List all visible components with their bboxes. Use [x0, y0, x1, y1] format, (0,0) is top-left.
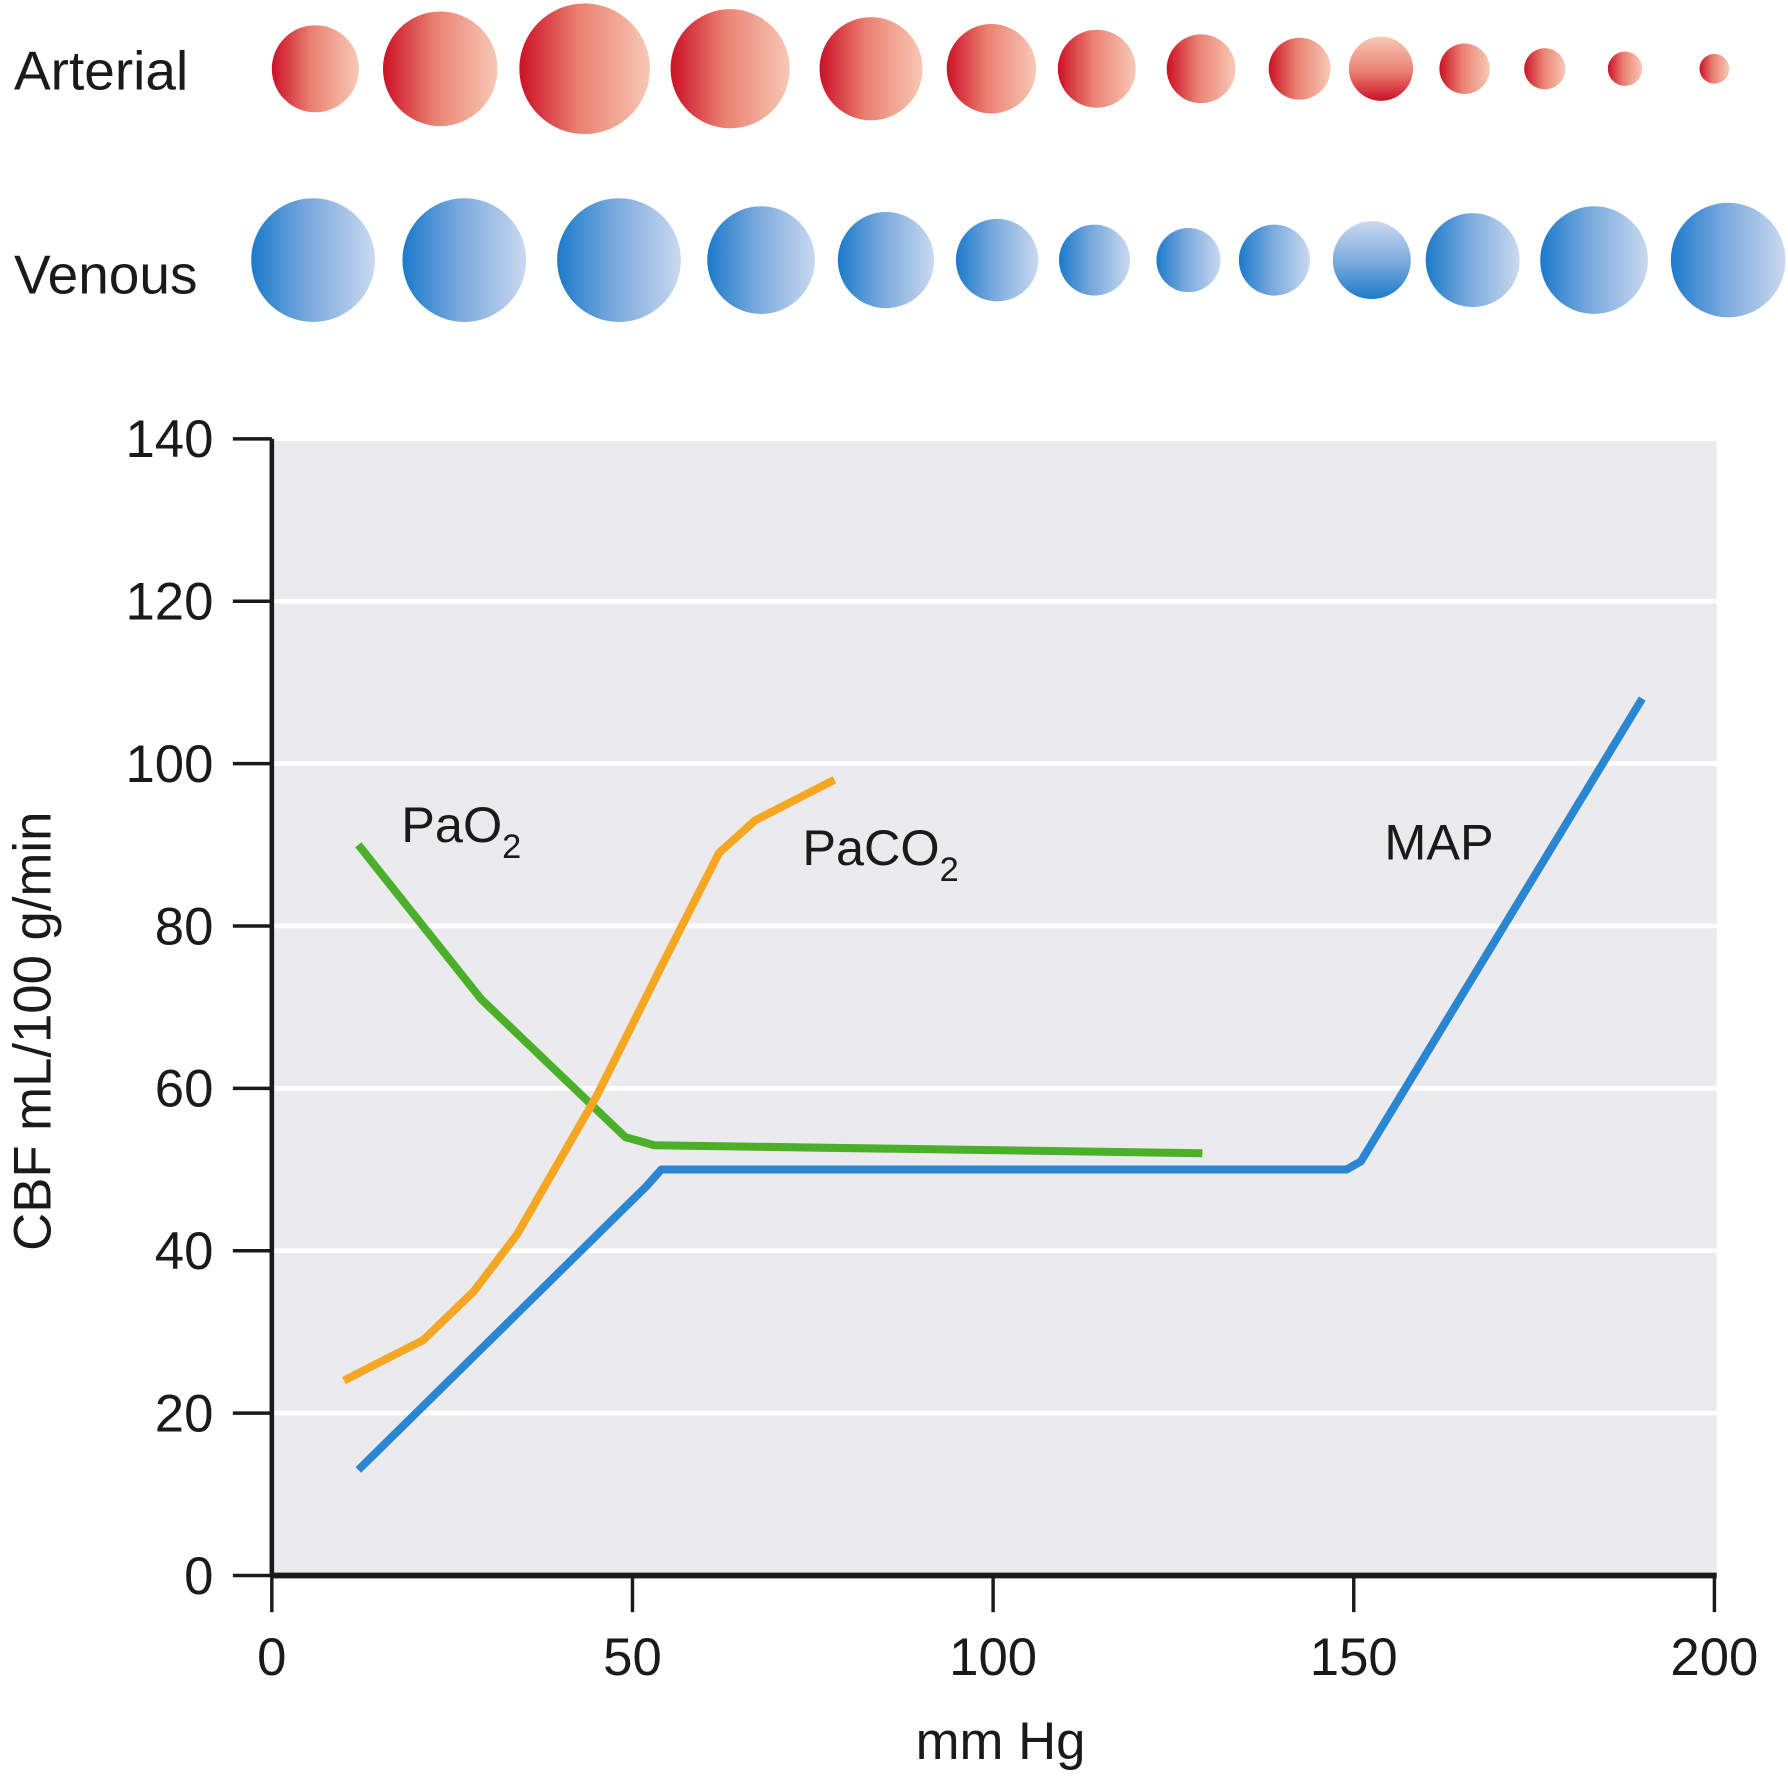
- vessel-diameter-illustration: [251, 3, 1786, 322]
- y-tick-label: 20: [155, 1384, 214, 1443]
- arterial-vessel-10: [1439, 43, 1490, 94]
- venous-label: Venous: [14, 243, 197, 305]
- x-tick-label: 150: [1310, 1628, 1398, 1687]
- x-tick-label: 100: [949, 1628, 1037, 1687]
- venous-vessel-1: [402, 198, 527, 322]
- series-label-paco2: PaCO2: [802, 819, 958, 889]
- arterial-vessel-1: [382, 11, 498, 127]
- venous-vessel-3: [707, 206, 815, 314]
- axes: [232, 437, 1717, 1613]
- venous-vessel-4: [837, 211, 935, 309]
- x-axis-label: mm Hg: [916, 1712, 1086, 1771]
- venous-vessel-7: [1156, 228, 1221, 293]
- arterial-vessel-6: [1057, 29, 1136, 108]
- x-tick-label: 200: [1670, 1628, 1758, 1687]
- venous-vessel-2: [557, 198, 681, 322]
- gridlines: [271, 436, 1717, 1416]
- x-tick-label: 0: [257, 1628, 286, 1687]
- y-tick-label: 60: [155, 1060, 214, 1119]
- arterial-vessel-5: [946, 24, 1037, 114]
- series-lines: [342, 696, 1646, 1473]
- y-tick-label: 40: [155, 1222, 214, 1281]
- arterial-vessel-3: [670, 9, 790, 129]
- venous-vessel-12: [1670, 202, 1786, 318]
- arterial-vessel-13: [1699, 53, 1730, 84]
- series-line-map: [355, 696, 1646, 1473]
- arterial-vessel-0: [271, 25, 359, 113]
- y-tick-label: 140: [125, 410, 213, 469]
- y-tick-label: 100: [125, 735, 213, 794]
- arterial-vessel-12: [1607, 51, 1643, 86]
- arterial-vessel-11: [1524, 48, 1566, 90]
- venous-vessel-5: [955, 218, 1039, 302]
- venous-vessel-11: [1540, 206, 1648, 314]
- arterial-vessel-2: [519, 3, 650, 135]
- y-tick-label: 0: [184, 1547, 213, 1606]
- venous-vessel-10: [1425, 213, 1520, 308]
- series-label-map: MAP: [1384, 813, 1493, 870]
- venous-vessel-8: [1238, 224, 1310, 296]
- plot-background: [271, 438, 1717, 1576]
- arterial-label: Arterial: [14, 39, 188, 101]
- venous-vessel-0: [251, 198, 375, 322]
- arterial-vessel-9: [1348, 36, 1414, 101]
- series-label-pao2: PaO2: [401, 796, 521, 866]
- series-line-paco2: [342, 776, 837, 1385]
- series-line-pao2: [355, 842, 1203, 1158]
- arterial-vessel-7: [1166, 34, 1236, 104]
- x-tick-label: 50: [603, 1628, 662, 1687]
- y-axis-label: CBF mL/100 g/min: [4, 812, 63, 1251]
- venous-vessel-9: [1332, 221, 1411, 300]
- venous-vessel-6: [1058, 224, 1131, 296]
- y-tick-label: 120: [125, 573, 213, 632]
- tick-labels: 0 20 40 60 80 100 120 140 0 50 100 150 200: [125, 410, 1758, 1687]
- arterial-vessel-4: [819, 17, 923, 121]
- arterial-vessel-8: [1268, 37, 1331, 100]
- y-tick-label: 80: [155, 897, 214, 956]
